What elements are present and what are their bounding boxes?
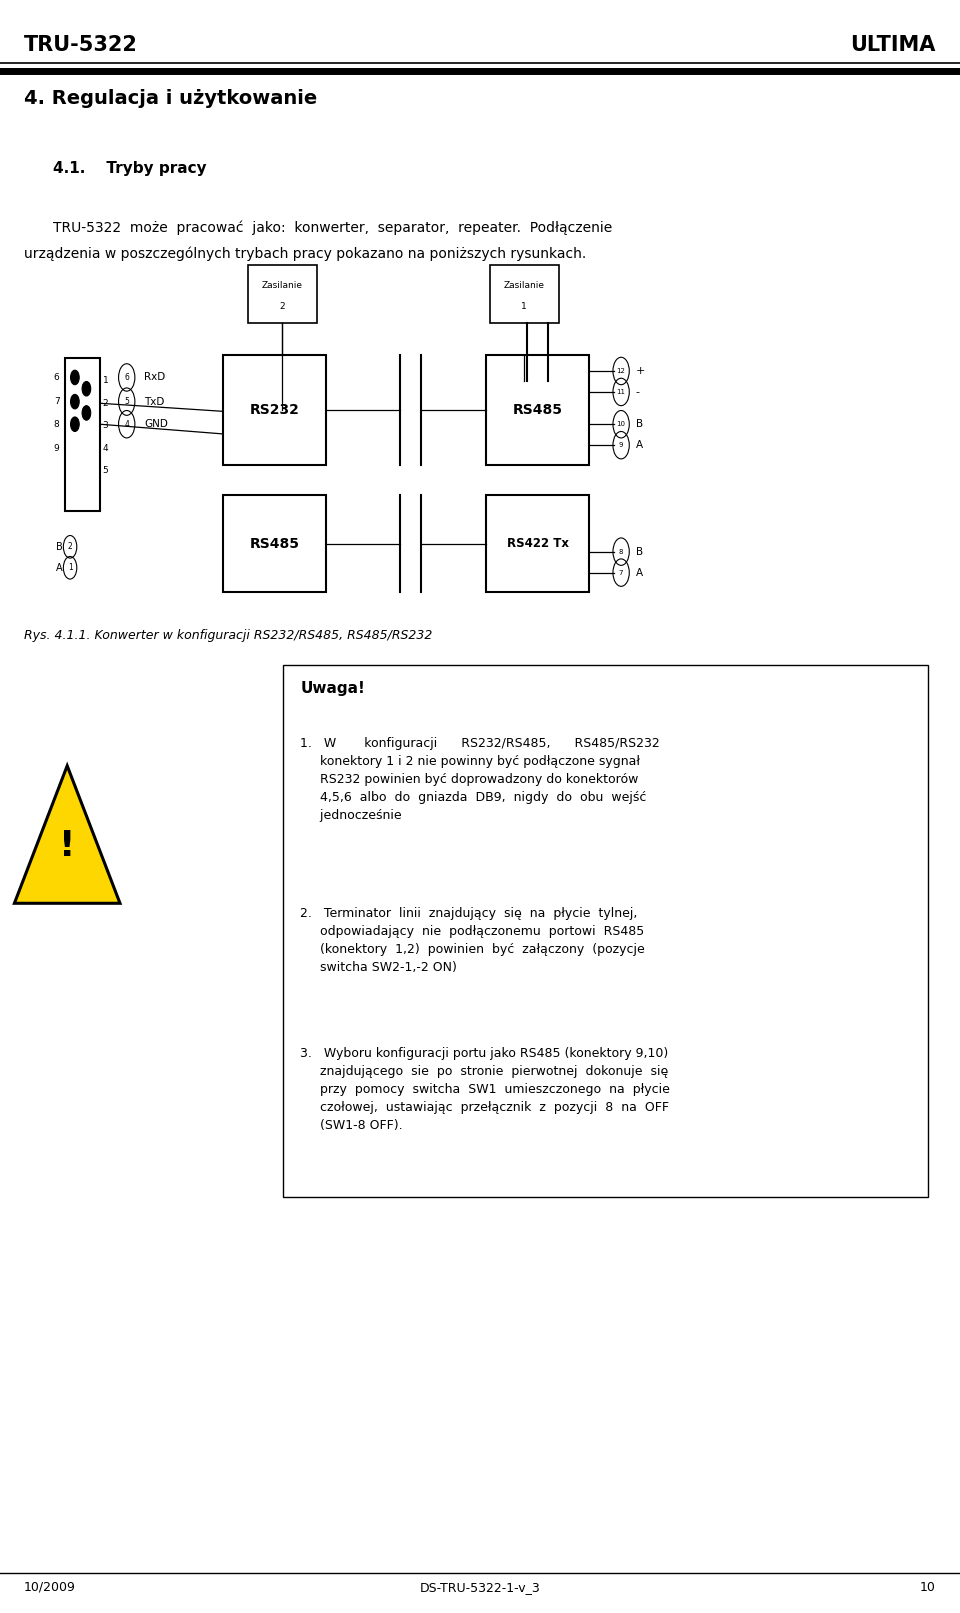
Text: 3: 3 <box>103 421 108 431</box>
Text: 5: 5 <box>103 466 108 476</box>
Bar <box>223 495 326 592</box>
Text: 2: 2 <box>103 398 108 408</box>
Text: 10/2009: 10/2009 <box>24 1581 76 1594</box>
Polygon shape <box>14 766 120 903</box>
Circle shape <box>82 406 90 421</box>
Text: 6: 6 <box>54 373 60 382</box>
Text: 9: 9 <box>54 444 60 453</box>
Text: 2: 2 <box>68 542 72 552</box>
Text: 6: 6 <box>124 373 130 382</box>
Text: RS485: RS485 <box>513 403 563 416</box>
Text: TRU-5322  może  pracować  jako:  konwerter,  separator,  repeater.  Podłączenie: TRU-5322 może pracować jako: konwerter, … <box>53 221 612 235</box>
Bar <box>486 355 589 465</box>
Text: 10: 10 <box>616 421 626 427</box>
Bar <box>283 665 928 1197</box>
Text: GND: GND <box>144 419 168 429</box>
Text: 8: 8 <box>54 419 60 429</box>
Text: +: + <box>636 366 645 376</box>
Text: B: B <box>56 542 62 552</box>
Text: 4: 4 <box>124 419 130 429</box>
Text: 7: 7 <box>619 569 623 576</box>
Bar <box>490 265 559 323</box>
Text: RS485: RS485 <box>250 537 300 550</box>
Text: B: B <box>636 547 642 556</box>
Text: 10: 10 <box>920 1581 936 1594</box>
Text: RxD: RxD <box>144 373 165 382</box>
Text: urządzenia w poszczególnych trybach pracy pokazano na poniższych rysunkach.: urządzenia w poszczególnych trybach prac… <box>24 247 587 261</box>
Text: 7: 7 <box>54 397 60 406</box>
Text: 2.   Terminator  linii  znajdujący  się  na  płycie  tylnej,
     odpowiadający : 2. Terminator linii znajdujący się na pł… <box>300 907 645 974</box>
Text: 1.   W       konfiguracji      RS232/RS485,      RS485/RS232
     konektory 1 i : 1. W konfiguracji RS232/RS485, RS485/RS2… <box>300 737 660 823</box>
Text: A: A <box>636 440 642 450</box>
Text: Rys. 4.1.1. Konwerter w konfiguracji RS232/RS485, RS485/RS232: Rys. 4.1.1. Konwerter w konfiguracji RS2… <box>24 629 432 642</box>
Text: RS422 Tx: RS422 Tx <box>507 537 568 550</box>
Text: 1: 1 <box>68 563 72 573</box>
Text: Uwaga!: Uwaga! <box>300 681 366 695</box>
Text: DS-TRU-5322-1-v_3: DS-TRU-5322-1-v_3 <box>420 1581 540 1594</box>
Circle shape <box>82 382 90 395</box>
Bar <box>486 495 589 592</box>
Text: 3.   Wyboru konfiguracji portu jako RS485 (konektory 9,10)
     znajdującego  si: 3. Wyboru konfiguracji portu jako RS485 … <box>300 1047 670 1132</box>
Text: 4.1.    Tryby pracy: 4.1. Tryby pracy <box>53 161 206 176</box>
Text: 12: 12 <box>616 368 626 374</box>
Text: B: B <box>636 419 642 429</box>
Text: ULTIMA: ULTIMA <box>851 35 936 55</box>
Text: -: - <box>636 387 639 397</box>
Text: 9: 9 <box>619 442 623 448</box>
Text: Zasilanie: Zasilanie <box>504 281 544 290</box>
Text: 5: 5 <box>124 397 130 406</box>
Text: RS232: RS232 <box>250 403 300 416</box>
Bar <box>248 265 317 323</box>
Circle shape <box>71 394 79 408</box>
Text: 4. Regulacja i użytkowanie: 4. Regulacja i użytkowanie <box>24 89 317 108</box>
Circle shape <box>71 418 79 431</box>
Bar <box>223 355 326 465</box>
Text: 1: 1 <box>521 302 527 311</box>
Text: 8: 8 <box>619 548 623 555</box>
Circle shape <box>71 371 79 384</box>
Text: 1: 1 <box>103 376 108 386</box>
Bar <box>65 358 100 511</box>
Text: TxD: TxD <box>144 397 164 406</box>
Text: 2: 2 <box>279 302 285 311</box>
Text: 11: 11 <box>616 389 626 395</box>
Text: TRU-5322: TRU-5322 <box>24 35 138 55</box>
Text: !: ! <box>59 829 76 863</box>
Text: A: A <box>56 563 62 573</box>
Text: A: A <box>636 568 642 577</box>
Text: Zasilanie: Zasilanie <box>262 281 302 290</box>
Text: 4: 4 <box>103 444 108 453</box>
